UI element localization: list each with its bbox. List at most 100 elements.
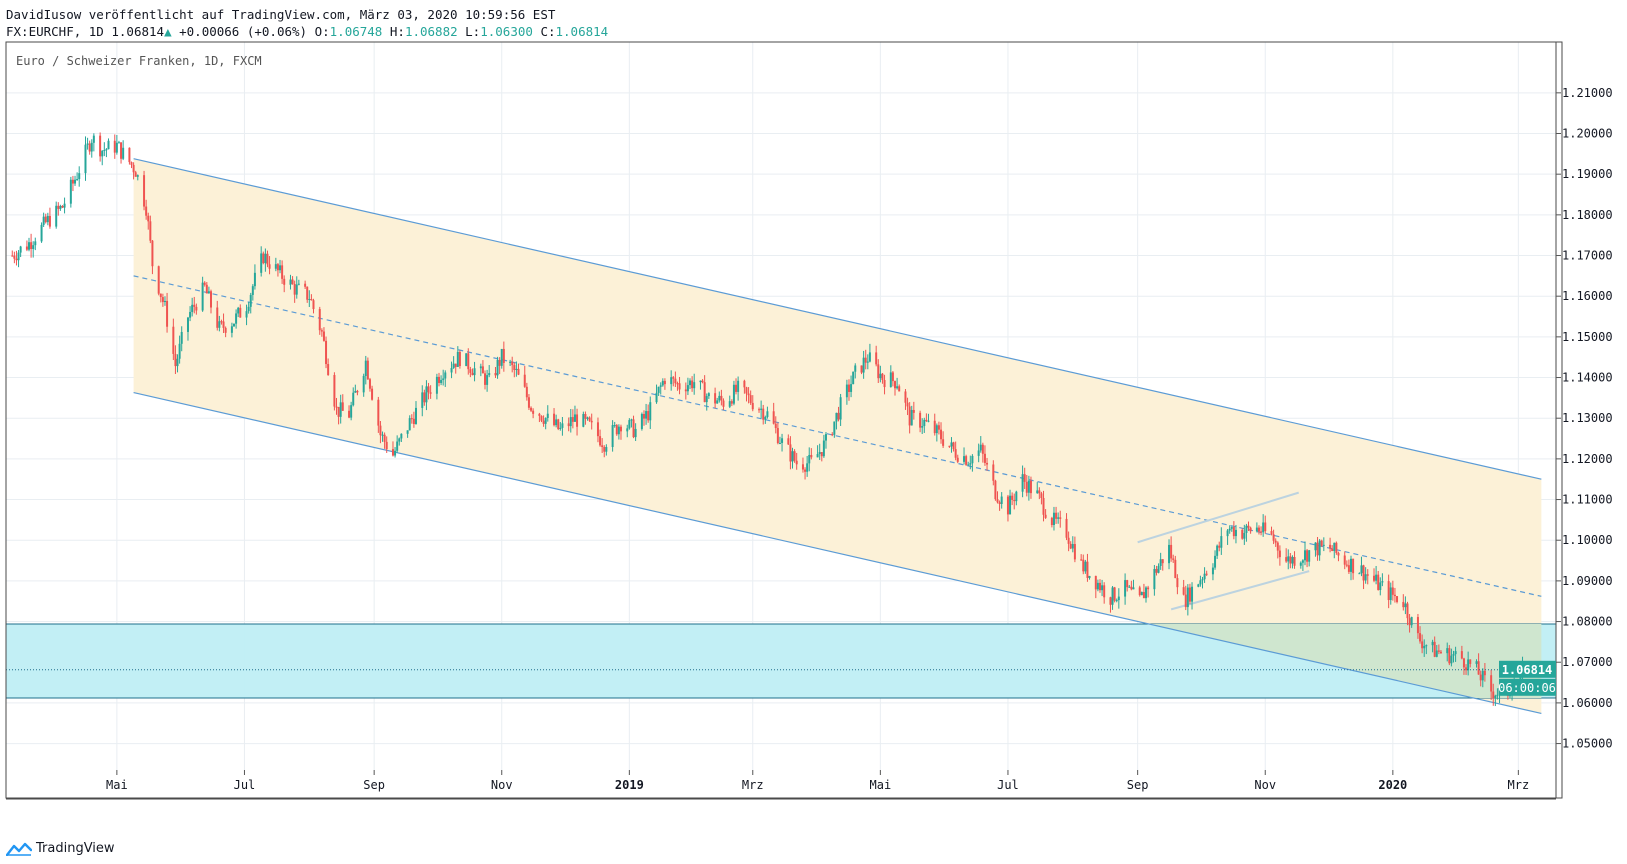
candle-body xyxy=(908,406,911,426)
candle-body xyxy=(1157,565,1160,573)
candle-body xyxy=(860,365,863,373)
candle-body xyxy=(437,376,440,383)
candle-body xyxy=(1347,565,1350,572)
candle-body xyxy=(117,142,120,144)
candle-body xyxy=(935,425,938,434)
candle-body xyxy=(801,464,804,470)
candle-body xyxy=(1159,559,1162,566)
candle-body xyxy=(527,397,530,408)
candle-body xyxy=(877,364,880,379)
candle-body xyxy=(1375,574,1378,581)
candle-body xyxy=(789,444,792,462)
candle-body xyxy=(655,392,658,403)
last-value: 1.06814 xyxy=(111,24,165,39)
candle-body xyxy=(28,242,31,250)
candle-body xyxy=(159,293,162,298)
price-axis[interactable]: 1.21000 1.20000 1.19000 1.18000 1.17000 1.160… xyxy=(1556,86,1613,751)
candle-body xyxy=(642,413,645,419)
x-tick-label: 2019 xyxy=(615,778,644,792)
candle-body xyxy=(599,436,602,446)
candle-body xyxy=(207,291,210,294)
candle-body xyxy=(691,380,694,389)
candle-body xyxy=(1113,587,1116,601)
candle-body xyxy=(804,469,807,472)
candle-body xyxy=(1475,661,1478,664)
candle-body xyxy=(1337,552,1340,556)
candle-body xyxy=(619,426,622,432)
candle-body xyxy=(1318,540,1321,556)
candle-body xyxy=(1216,545,1219,556)
candle-body xyxy=(701,380,704,383)
candle-body xyxy=(1094,575,1097,590)
candle-body xyxy=(412,418,415,424)
candle-body xyxy=(1042,497,1045,515)
candle-body xyxy=(1145,587,1148,599)
candle-body xyxy=(584,413,587,419)
candle-body xyxy=(48,215,51,227)
candle-body xyxy=(1155,568,1158,573)
candle-body xyxy=(1184,594,1187,608)
footer-brand[interactable]: TradingView xyxy=(6,841,115,856)
candle-body xyxy=(515,368,518,371)
candle-body xyxy=(1343,555,1346,565)
candle-body xyxy=(745,387,748,394)
candle-body xyxy=(1124,580,1127,597)
candle-body xyxy=(452,363,455,369)
candle-body xyxy=(149,221,152,241)
candle-body xyxy=(308,298,311,300)
candle-body xyxy=(1439,651,1442,654)
candle-body xyxy=(423,392,426,403)
countdown-label: 06:00:06 xyxy=(1498,681,1556,695)
candle-body xyxy=(120,142,123,159)
price-chart[interactable]: Euro / Schweizer Franken, 1D, FXCM 1.210… xyxy=(0,0,1627,800)
candle-body xyxy=(954,449,957,458)
candle-body xyxy=(498,359,501,366)
candle-body xyxy=(262,253,265,264)
candle-body xyxy=(1069,543,1072,549)
candle-body xyxy=(1333,542,1336,551)
y-tick-label: 1.12000 xyxy=(1562,452,1613,466)
candle-body xyxy=(847,384,850,392)
candle-body xyxy=(209,291,212,308)
candle-body xyxy=(1013,499,1016,502)
candle-body xyxy=(440,379,443,383)
candle-body xyxy=(693,382,696,389)
candle-body xyxy=(956,457,959,462)
candle-body xyxy=(645,411,648,419)
candle-body xyxy=(1228,528,1231,531)
y-tick-label: 1.16000 xyxy=(1562,289,1613,303)
candle-body xyxy=(772,411,775,424)
candle-body xyxy=(852,371,855,385)
candle-body xyxy=(672,377,675,379)
y-tick-label: 1.19000 xyxy=(1562,167,1613,181)
candle-body xyxy=(513,365,516,371)
channel-zone-overlap xyxy=(1148,623,1542,699)
candle-body xyxy=(820,452,823,457)
candle-body xyxy=(34,241,37,246)
candle-body xyxy=(325,340,328,365)
candle-body xyxy=(486,375,489,385)
close-label: C: xyxy=(540,24,556,39)
candle-body xyxy=(923,419,926,427)
candle-body xyxy=(63,203,66,208)
x-tick-label: Mrz xyxy=(1508,778,1530,792)
candle-body xyxy=(1243,532,1246,539)
candle-body xyxy=(523,374,526,387)
high-label: H: xyxy=(389,24,405,39)
candle-body xyxy=(576,414,579,427)
candle-body xyxy=(898,386,901,392)
candle-body xyxy=(889,372,892,388)
candle-body xyxy=(1226,530,1229,537)
time-axis[interactable]: Mai Jul Sep Nov 2019 Mrz Mai Jul Sep Nov 2020 Mrz xyxy=(106,770,1529,792)
ohlc-line: FX:EURCHF, 1D 1.06814▲ +0.00066 (+0.06%)… xyxy=(6,23,608,40)
candle-body xyxy=(1276,542,1279,551)
publisher-line: DavidIusow veröffentlicht auf TradingVie… xyxy=(6,7,556,22)
candle-body xyxy=(318,309,321,331)
candle-body xyxy=(1050,517,1053,525)
candle-body xyxy=(61,205,64,208)
candle-body xyxy=(1285,557,1288,562)
x-tick-label: Mai xyxy=(870,778,892,792)
candle-body xyxy=(1264,522,1267,532)
candle-body xyxy=(1040,493,1043,498)
candle-body xyxy=(1293,556,1296,566)
